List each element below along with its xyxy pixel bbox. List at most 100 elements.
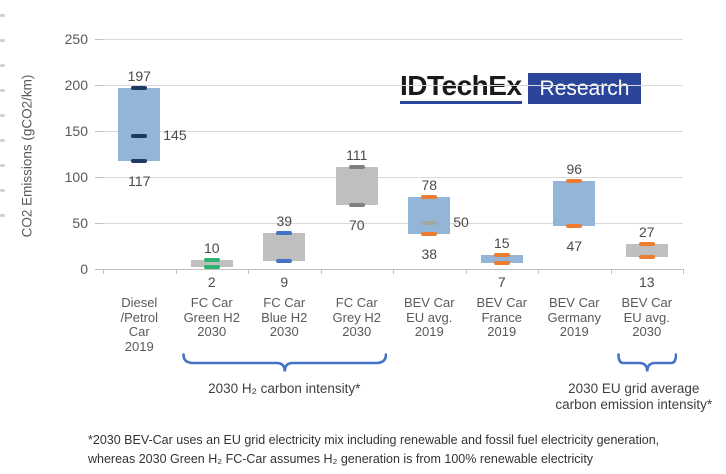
footnote-line-1: *2030 BEV-Car uses an EU grid electricit… bbox=[88, 433, 660, 447]
left-edge-artifact bbox=[0, 139, 5, 142]
logo-underline bbox=[400, 101, 522, 104]
min-marker-dash bbox=[348, 202, 365, 207]
y-tick-label: 200 bbox=[64, 77, 88, 93]
gridline bbox=[103, 177, 683, 178]
y-tick-mark bbox=[95, 39, 103, 40]
x-category-label: BEV Car France 2019 bbox=[462, 295, 542, 340]
annotation-brace bbox=[616, 353, 677, 372]
x-category-label-line: Green H2 bbox=[183, 309, 240, 325]
y-tick-mark bbox=[95, 269, 103, 270]
x-category-label: BEV Car Germany 2019 bbox=[534, 295, 614, 340]
gridline bbox=[103, 131, 683, 132]
max-value-label: 39 bbox=[276, 213, 293, 230]
x-tick-mark bbox=[248, 269, 249, 274]
y-tick-mark bbox=[95, 177, 103, 178]
left-edge-artifact bbox=[0, 89, 5, 92]
left-edge-artifact bbox=[0, 214, 5, 217]
logo-brand-text: IDTechEx bbox=[400, 70, 522, 101]
min-value-label: 9 bbox=[280, 274, 289, 290]
max-marker-dash bbox=[131, 85, 148, 90]
left-edge-artifact bbox=[0, 164, 5, 167]
max-value-label: 111 bbox=[346, 146, 368, 163]
max-marker-dash bbox=[348, 164, 365, 169]
x-tick-mark bbox=[175, 269, 177, 274]
max-value-label: 197 bbox=[127, 67, 151, 84]
x-category-label-line: Diesel bbox=[121, 295, 158, 310]
x-tick-mark bbox=[103, 269, 104, 274]
footnote-line-2: whereas 2030 Green H₂ FC-Car assumes H₂ … bbox=[88, 452, 594, 466]
x-category-label-line: France bbox=[481, 309, 522, 325]
mid-marker-dash bbox=[131, 133, 148, 138]
min-marker-dash bbox=[276, 258, 293, 263]
left-edge-artifact bbox=[0, 189, 5, 192]
min-marker-dash bbox=[566, 223, 583, 228]
range-bar bbox=[480, 255, 523, 263]
x-tick-mark bbox=[683, 269, 684, 274]
x-category-label-line: BEV Car bbox=[403, 295, 455, 310]
mid-marker-dash bbox=[421, 221, 438, 225]
idtechex-logo: IDTechEx Research bbox=[398, 70, 646, 106]
left-edge-artifact bbox=[0, 64, 5, 67]
y-axis-title: CO2 Emissions (gCO2/km) bbox=[19, 74, 35, 238]
min-value-label: 2 bbox=[207, 274, 216, 290]
min-marker-dash bbox=[421, 232, 438, 237]
annotation-text-line: 2030 H₂ carbon intensity* bbox=[208, 381, 361, 396]
x-category-label-line: FC Car bbox=[335, 295, 378, 310]
max-marker-dash bbox=[276, 231, 293, 236]
y-tick-label: 250 bbox=[64, 31, 88, 47]
annotation-text-line: carbon emission intensity* bbox=[555, 397, 713, 412]
x-category-label-line: BEV Car bbox=[476, 295, 528, 310]
range-bar bbox=[553, 180, 596, 226]
x-category-label-line: 2030 bbox=[269, 324, 299, 339]
x-category-label-line: Germany bbox=[547, 309, 601, 325]
logo-research-badge: Research bbox=[527, 73, 642, 104]
max-value-label: 10 bbox=[203, 239, 220, 256]
x-category-label-line: 2030 bbox=[197, 324, 227, 339]
x-category-label: FC Car Green H2 2030 bbox=[172, 295, 252, 340]
gridline bbox=[103, 39, 683, 40]
annotation-text: 2030 H₂ carbon intensity* bbox=[179, 381, 389, 397]
min-value-label: 70 bbox=[348, 216, 365, 233]
x-category-label-line: Car bbox=[128, 324, 150, 339]
gridline bbox=[103, 85, 683, 86]
x-tick-mark bbox=[393, 269, 394, 274]
x-category-label: FC Car Blue H2 2030 bbox=[244, 295, 324, 340]
y-tick-mark bbox=[95, 131, 103, 132]
x-tick-mark bbox=[538, 269, 539, 274]
max-marker-dash bbox=[203, 257, 220, 262]
range-bar bbox=[408, 197, 451, 235]
min-value-label: 7 bbox=[497, 274, 506, 290]
range-bar bbox=[625, 244, 668, 258]
y-tick-mark bbox=[95, 85, 103, 86]
x-category-label: BEV Car EU avg. 2030 bbox=[607, 295, 687, 340]
chart-footnote: *2030 BEV-Car uses an EU grid electricit… bbox=[88, 431, 720, 469]
max-value-label: 78 bbox=[421, 177, 438, 194]
min-marker-dash bbox=[638, 255, 655, 260]
max-marker-dash bbox=[566, 178, 583, 183]
range-bar bbox=[190, 259, 233, 268]
min-value-label: 47 bbox=[566, 237, 583, 254]
x-category-label-line: BEV Car bbox=[621, 295, 673, 310]
x-category-label-line: Blue H2 bbox=[261, 309, 308, 325]
max-marker-dash bbox=[493, 253, 510, 258]
x-tick-mark bbox=[320, 269, 322, 274]
x-category-label-line: FC Car bbox=[190, 295, 233, 310]
y-tick-label: 50 bbox=[72, 215, 88, 231]
left-edge-artifact bbox=[0, 14, 5, 17]
gridline bbox=[103, 223, 683, 224]
max-marker-dash bbox=[638, 242, 655, 247]
max-value-label: 15 bbox=[493, 235, 510, 252]
x-category-label-line: 2019 bbox=[487, 324, 517, 339]
range-bar bbox=[335, 166, 378, 205]
min-marker-dash bbox=[203, 265, 220, 270]
y-tick-label: 0 bbox=[80, 261, 88, 277]
min-value-label: 117 bbox=[128, 173, 151, 190]
max-value-label: 96 bbox=[566, 160, 583, 177]
x-category-label-line: 2030 bbox=[632, 324, 662, 339]
x-category-label: FC Car Grey H2 2030 bbox=[317, 295, 397, 340]
x-category-label-line: 2019 bbox=[124, 338, 154, 354]
x-category-label-line: EU avg. bbox=[623, 309, 670, 325]
x-category-label-line: 2030 bbox=[342, 324, 372, 339]
annotation-text: 2030 EU grid average carbon emission inte… bbox=[529, 381, 726, 413]
